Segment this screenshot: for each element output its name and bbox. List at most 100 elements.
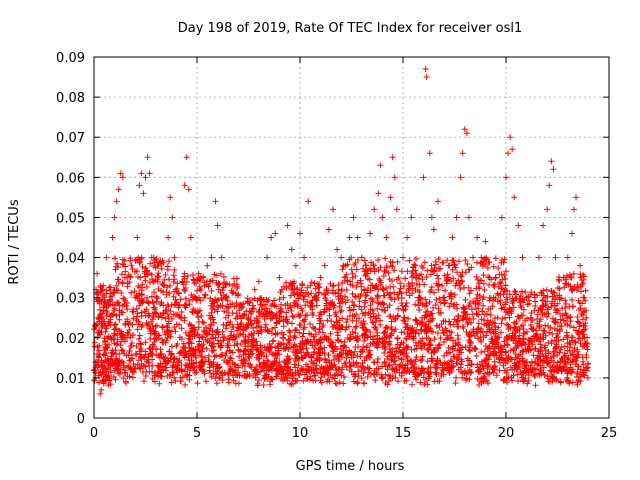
data-point [377, 279, 384, 286]
data-point [214, 337, 221, 344]
data-point [499, 346, 506, 353]
data-point [230, 289, 237, 296]
data-point [539, 297, 546, 304]
data-point [138, 346, 145, 353]
data-point [406, 333, 413, 340]
data-point [245, 350, 252, 357]
data-point [197, 359, 204, 366]
data-point [321, 306, 328, 313]
data-point [428, 284, 435, 291]
data-point [547, 354, 554, 361]
data-point [490, 263, 497, 270]
data-point [154, 373, 161, 380]
data-point [171, 276, 178, 283]
data-point [547, 324, 554, 331]
data-point [182, 295, 189, 302]
data-point [367, 370, 374, 377]
data-point [309, 303, 316, 310]
data-point [296, 321, 303, 328]
data-point [305, 291, 312, 298]
data-point [561, 350, 568, 357]
data-point [453, 214, 460, 221]
data-point [493, 372, 500, 379]
data-point [168, 343, 175, 350]
data-point [349, 298, 356, 305]
data-point [261, 360, 268, 367]
data-point [142, 174, 149, 181]
data-point [481, 317, 488, 324]
data-point [186, 367, 193, 374]
data-point [358, 319, 365, 326]
data-point [388, 324, 395, 331]
data-point [431, 289, 438, 296]
data-point [459, 150, 466, 157]
data-point [448, 329, 455, 336]
data-point [375, 190, 382, 197]
data-point [181, 270, 188, 277]
data-point [250, 325, 257, 332]
data-point [550, 359, 557, 366]
data-point [165, 258, 172, 265]
data-point [240, 351, 247, 358]
data-point [482, 370, 489, 377]
data-point [172, 328, 179, 335]
data-point [395, 378, 402, 385]
data-point [254, 382, 261, 389]
data-point [553, 343, 560, 350]
data-point [371, 340, 378, 347]
data-point [568, 286, 575, 293]
data-point [251, 286, 258, 293]
data-point [438, 372, 445, 379]
data-point [498, 259, 505, 266]
data-point [548, 158, 555, 165]
data-point [103, 254, 110, 261]
data-point [379, 335, 386, 342]
data-point [225, 312, 232, 319]
data-point [508, 310, 515, 317]
data-point [478, 325, 485, 332]
data-point [245, 360, 252, 367]
data-point [332, 324, 339, 331]
data-point [277, 288, 284, 295]
data-point [127, 357, 134, 364]
data-point [344, 334, 351, 341]
data-point [440, 294, 447, 301]
data-point [218, 254, 225, 261]
x-tick-label: 20 [498, 426, 515, 441]
data-point [502, 276, 509, 283]
data-point [482, 238, 489, 245]
y-tick-label: 0.08 [56, 91, 85, 106]
data-point [510, 337, 517, 344]
data-point [197, 274, 204, 281]
data-point [491, 358, 498, 365]
data-point [109, 293, 116, 300]
data-point [279, 371, 286, 378]
data-point [529, 341, 536, 348]
data-point [165, 276, 172, 283]
data-point [151, 259, 158, 266]
data-point [169, 214, 176, 221]
data-point [285, 367, 292, 374]
data-point [520, 339, 527, 346]
data-point [335, 337, 342, 344]
data-point [126, 326, 133, 333]
data-point [370, 310, 377, 317]
data-point [418, 356, 425, 363]
data-point [192, 354, 199, 361]
data-point [137, 340, 144, 347]
data-point [387, 258, 394, 265]
data-point [233, 275, 240, 282]
data-point [561, 284, 568, 291]
data-point [264, 357, 271, 364]
data-point [122, 367, 129, 374]
data-point [95, 330, 102, 337]
data-point [157, 258, 164, 265]
data-point [502, 282, 509, 289]
data-point [382, 328, 389, 335]
data-point [461, 126, 468, 133]
data-point [321, 371, 328, 378]
data-point [235, 331, 242, 338]
data-point [435, 345, 442, 352]
data-point [304, 312, 311, 319]
data-point [507, 364, 514, 371]
